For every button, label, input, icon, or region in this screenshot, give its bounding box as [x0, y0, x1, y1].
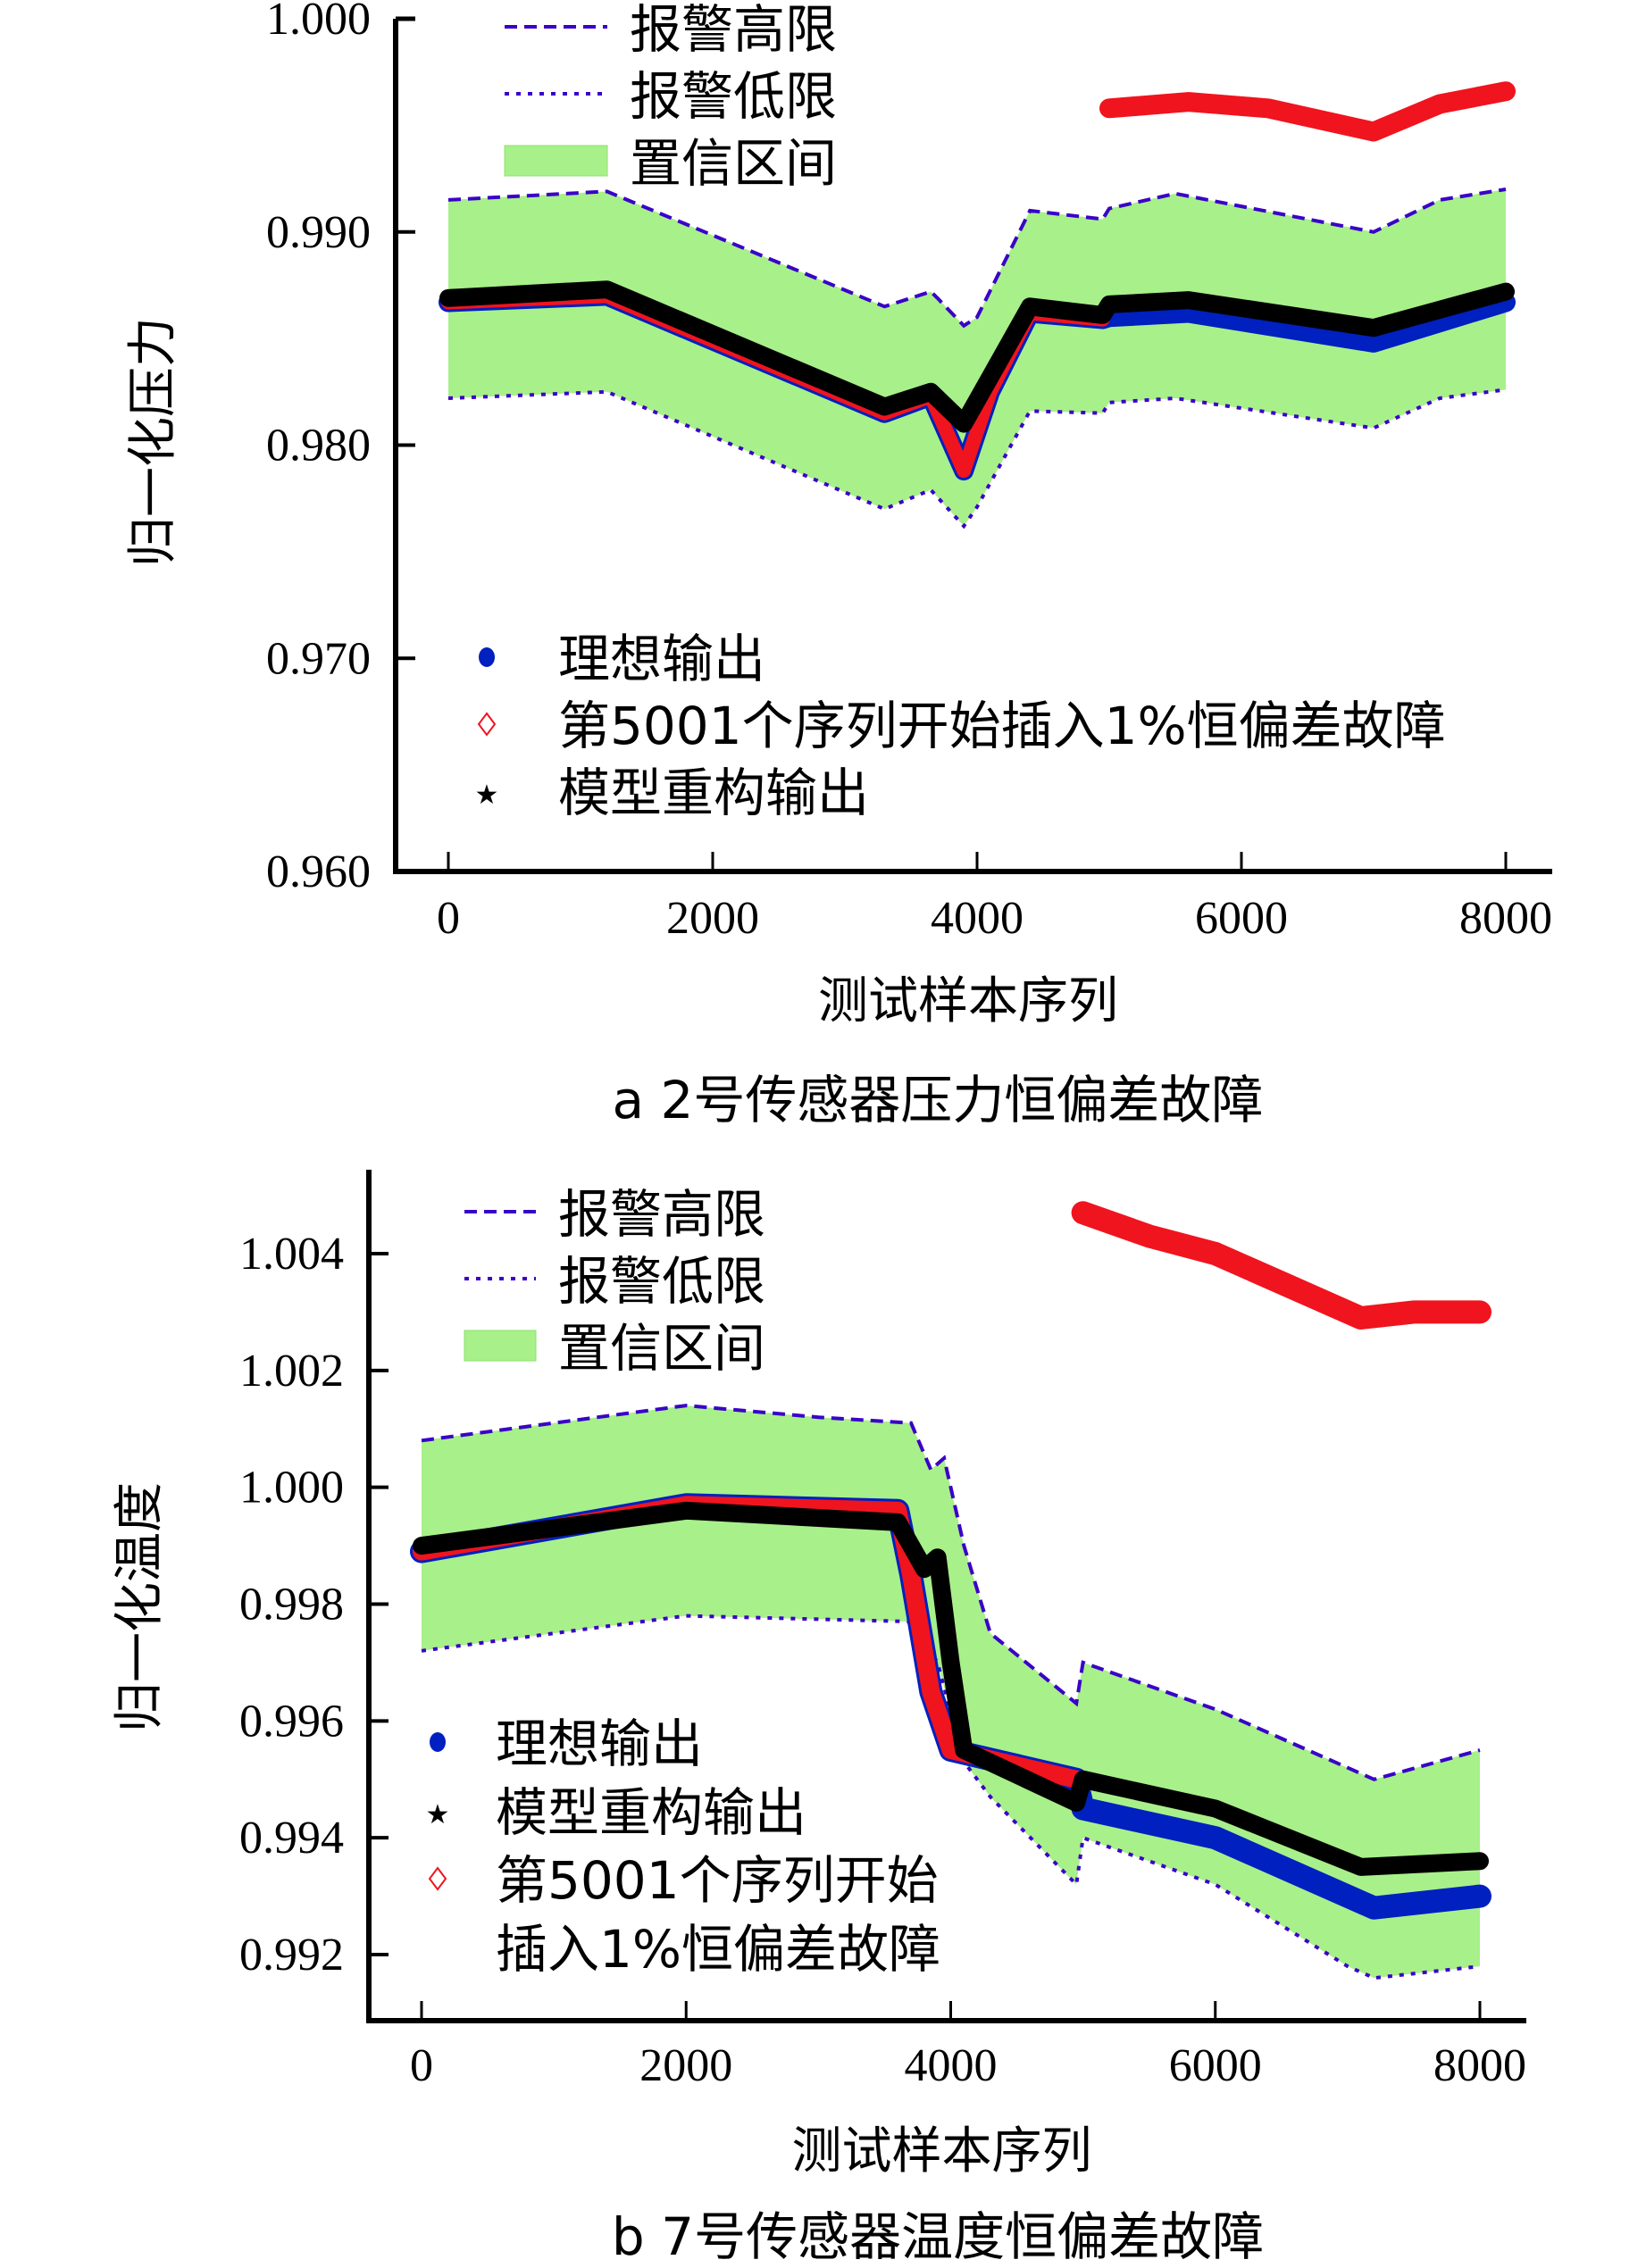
x-axis-title: 测试样本序列: [792, 2122, 1092, 2180]
legend-model-marker-icon: ★: [475, 780, 499, 810]
legend-bottom-label: 理想输出: [558, 629, 765, 689]
model-reconstruction-series: [413, 1501, 1489, 1876]
legend-fault-marker-icon: [477, 712, 497, 737]
x-tick-label: 8000: [1433, 2040, 1526, 2091]
x-tick-label: 6000: [1195, 893, 1288, 944]
legend-band-swatch: [464, 1330, 537, 1362]
alarm-upper-limit-line: [421, 1404, 1481, 1781]
y-tick-label: 0.996: [239, 1696, 344, 1747]
x-tick-label: 6000: [1169, 2040, 1262, 2091]
x-tick-label: 0: [437, 893, 460, 944]
legend-top-label: 报警高限: [558, 1184, 765, 1245]
alarm-lower-limit-line: [421, 1613, 1481, 1980]
legend-top-label: 报警低限: [630, 66, 837, 127]
legend-bottom-label: 理想输出: [496, 1714, 703, 1774]
figure-caption: b 7号传感器温度恒偏差故障: [612, 2206, 1264, 2267]
legend-top-label: 置信区间: [558, 1318, 765, 1379]
y-tick-label: 0.970: [266, 633, 371, 684]
figure-caption: a 2号传感器压力恒偏差故障: [613, 1070, 1264, 1130]
y-axis-title: 归一化温度: [111, 1482, 169, 1732]
x-tick-label: 4000: [905, 2040, 998, 2091]
x-tick-label: 0: [410, 2040, 433, 2091]
x-tick-label: 2000: [666, 893, 759, 944]
confidence-band: [448, 189, 1506, 527]
legend-top-label: 置信区间: [630, 133, 837, 194]
chart-panel-b: 0.992 0.994 0.996 0.998 1.000 1.002 1.004 0 2000…: [111, 1170, 1526, 2267]
legend-model-marker-icon: ★: [426, 1800, 450, 1830]
legend-bottom-label: 模型重构输出: [558, 763, 869, 823]
y-tick-label: 1.004: [239, 1229, 344, 1280]
y-tick-label: 1.000: [266, 0, 371, 45]
legend-ideal-marker-icon: [479, 647, 495, 667]
legend-top-label: 报警低限: [558, 1251, 765, 1312]
y-tick-label: 0.980: [266, 421, 371, 471]
y-tick-label: 0.998: [239, 1580, 344, 1630]
legend-top-label: 报警高限: [630, 0, 837, 60]
y-tick-label: 1.000: [239, 1463, 344, 1513]
x-tick-label: 4000: [931, 893, 1024, 944]
legend-bottom-label: 第5001个序列开始: [496, 1850, 939, 1911]
legend-bottom-label: 插入1%恒偏差故障: [496, 1919, 940, 1980]
x-tick-label: 8000: [1459, 893, 1552, 944]
y-tick-label: 0.994: [239, 1813, 344, 1864]
legend-band-swatch: [504, 145, 608, 177]
y-tick-label: 1.002: [239, 1346, 344, 1397]
y-axis-title: 归一化压力: [124, 317, 182, 567]
fault-series-biased: [1071, 1201, 1491, 1330]
fault-series-biased: [1099, 81, 1516, 142]
x-axis-title: 测试样本序列: [818, 972, 1118, 1030]
alarm-upper-limit-line: [447, 188, 1507, 329]
x-tick-label: 2000: [639, 2040, 732, 2091]
model-reconstruction-series: [439, 280, 1515, 433]
legend-bottom-label: 第5001个序列开始插入1%恒偏差故障: [558, 696, 1446, 756]
y-tick-label: 0.992: [239, 1930, 344, 1980]
y-tick-label: 0.960: [266, 846, 371, 897]
legend-bottom-label: 模型重构输出: [496, 1782, 806, 1843]
chart-panel-a: 0.960 0.970 0.980 0.990 1.000 0 2000 4000 6000 80…: [124, 0, 1552, 1130]
y-tick-label: 0.990: [266, 207, 371, 258]
legend-ideal-marker-icon: [430, 1732, 446, 1752]
legend-fault-marker-icon: [428, 1866, 447, 1891]
